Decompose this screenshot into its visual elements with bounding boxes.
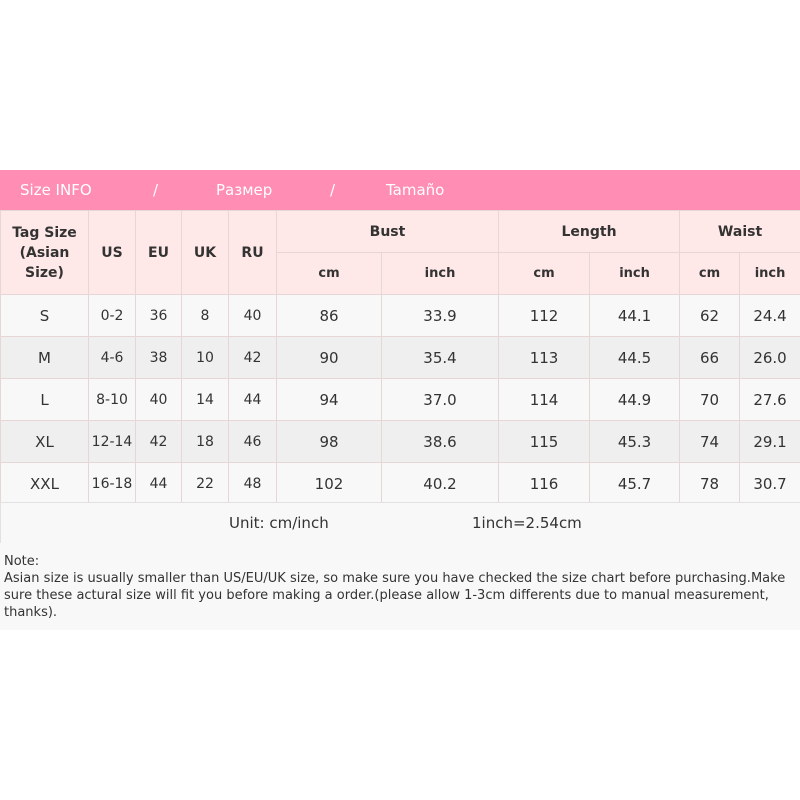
cell-us: 12-14: [88, 420, 136, 463]
cell-bust-inch: 35.4: [380, 336, 500, 379]
cell-bust-inch: 38.6: [380, 420, 500, 463]
table-row: XL 12-14 42 18 46 98 38.6 115 45.3 74 29.1: [0, 420, 800, 463]
cell-tag-size: S: [0, 294, 89, 337]
header-bust-inch: inch: [380, 252, 500, 295]
cell-length-inch: 45.3: [589, 420, 681, 463]
header-eu: EU: [135, 210, 182, 295]
cell-ru: 48: [228, 462, 277, 505]
header-waist-inch: inch: [739, 252, 800, 295]
cell-eu: 38: [135, 336, 182, 379]
table-row: S 0-2 36 8 40 86 33.9 112 44.1 62 24.4: [0, 294, 800, 337]
cell-us: 8-10: [88, 378, 136, 421]
cell-bust-cm: 102: [276, 462, 382, 505]
cell-waist-cm: 70: [679, 378, 741, 421]
cell-ru: 44: [228, 378, 277, 421]
cell-waist-inch: 30.7: [739, 462, 800, 505]
header-tag-size: Tag Size (Asian Size): [0, 210, 89, 295]
banner-separator: /: [153, 181, 159, 199]
cell-waist-inch: 29.1: [739, 420, 800, 463]
cell-tag-size: L: [0, 378, 89, 421]
cell-waist-cm: 74: [679, 420, 741, 463]
cell-length-cm: 114: [498, 378, 591, 421]
cell-bust-inch: 40.2: [380, 462, 500, 505]
cell-waist-cm: 78: [679, 462, 741, 505]
cell-eu: 36: [135, 294, 182, 337]
cell-uk: 22: [181, 462, 229, 505]
cell-waist-inch: 27.6: [739, 378, 800, 421]
note-section: Note: Asian size is usually smaller than…: [0, 543, 800, 630]
banner-separator: /: [330, 181, 336, 199]
cell-uk: 10: [181, 336, 229, 379]
cell-eu: 44: [135, 462, 182, 505]
cell-ru: 42: [228, 336, 277, 379]
cell-ru: 46: [228, 420, 277, 463]
cell-uk: 18: [181, 420, 229, 463]
table-row: M 4-6 38 10 42 90 35.4 113 44.5 66 26.0: [0, 336, 800, 379]
header-waist-cm: cm: [679, 252, 741, 295]
header-ru: RU: [228, 210, 277, 295]
cell-length-inch: 44.5: [589, 336, 681, 379]
banner-title-en: Size INFO: [20, 181, 92, 199]
note-title: Note:: [4, 554, 40, 569]
header-waist: Waist: [679, 210, 800, 253]
banner-title-ru: Размер: [216, 181, 273, 199]
unit-label: Unit: cm/inch: [229, 514, 329, 532]
cell-bust-inch: 37.0: [380, 378, 500, 421]
header-length-cm: cm: [498, 252, 591, 295]
cell-uk: 8: [181, 294, 229, 337]
note-text: Asian size is usually smaller than US/EU…: [4, 571, 786, 620]
cell-waist-cm: 66: [679, 336, 741, 379]
table-row: XXL 16-18 44 22 48 102 40.2 116 45.7 78 30.7: [0, 462, 800, 505]
cell-tag-size: XL: [0, 420, 89, 463]
cell-length-cm: 112: [498, 294, 591, 337]
header-bust-cm: cm: [276, 252, 382, 295]
cell-us: 16-18: [88, 462, 136, 505]
table-row: L 8-10 40 14 44 94 37.0 114 44.9 70 27.6: [0, 378, 800, 421]
header-length-inch: inch: [589, 252, 681, 295]
cell-waist-inch: 26.0: [739, 336, 800, 379]
cell-waist-cm: 62: [679, 294, 741, 337]
cell-ru: 40: [228, 294, 277, 337]
cell-uk: 14: [181, 378, 229, 421]
cell-length-inch: 45.7: [589, 462, 681, 505]
cell-length-cm: 116: [498, 462, 591, 505]
cell-eu: 40: [135, 378, 182, 421]
unit-row: Unit: cm/inch 1inch=2.54cm: [0, 502, 800, 544]
cell-us: 0-2: [88, 294, 136, 337]
cell-length-cm: 113: [498, 336, 591, 379]
unit-conversion: 1inch=2.54cm: [472, 514, 582, 532]
cell-tag-size: M: [0, 336, 89, 379]
cell-length-cm: 115: [498, 420, 591, 463]
cell-us: 4-6: [88, 336, 136, 379]
size-info-banner: Size INFO / Размер / Tamaño: [0, 170, 800, 210]
cell-bust-cm: 98: [276, 420, 382, 463]
banner-title-es: Tamaño: [386, 181, 445, 199]
header-length: Length: [498, 210, 681, 253]
cell-bust-cm: 90: [276, 336, 382, 379]
cell-length-inch: 44.9: [589, 378, 681, 421]
header-bust: Bust: [275, 210, 500, 253]
cell-tag-size: XXL: [0, 462, 89, 505]
cell-bust-cm: 94: [276, 378, 382, 421]
cell-eu: 42: [135, 420, 182, 463]
header-us: US: [88, 210, 136, 295]
cell-bust-inch: 33.9: [380, 294, 500, 337]
size-chart-table: Tag Size (Asian Size) US EU UK RU Bust L…: [0, 210, 800, 505]
cell-bust-cm: 86: [276, 294, 382, 337]
cell-waist-inch: 24.4: [739, 294, 800, 337]
header-uk: UK: [181, 210, 229, 295]
cell-length-inch: 44.1: [589, 294, 681, 337]
